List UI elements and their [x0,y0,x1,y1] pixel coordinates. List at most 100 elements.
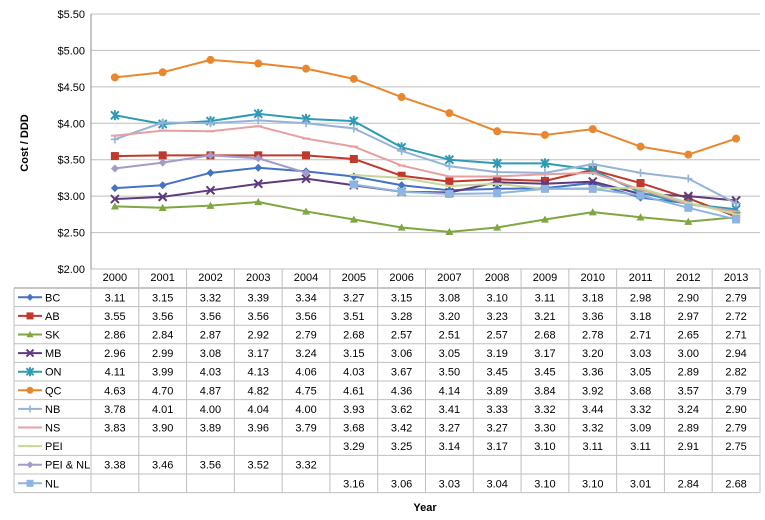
y-tick-label: $5.00 [57,45,85,57]
data-point [254,163,263,172]
data-point [349,74,358,83]
table-cell-value: 4.03 [343,367,364,379]
table-cell-value: 3.90 [152,423,173,435]
data-point [540,176,549,185]
data-point [301,173,311,184]
table-cell-value: 2.75 [725,441,746,453]
table-cell-value: 3.56 [248,311,269,323]
table-cell-value: 3.92 [582,385,603,397]
table-cell-value: 2.99 [152,348,173,360]
legend-label: PEI & NL [45,460,90,472]
table-cell-value: 3.08 [200,348,221,360]
table-row: BC 3.11 3.15 3.32 3.39 3.34 3.27 3.15 3.08 3.10 3.… [18,292,747,304]
table-cell-value: 2.90 [678,292,699,304]
table-cell-value: 3.38 [104,460,125,472]
table-cell-value: 3.56 [295,311,316,323]
table-cell-value: 3.78 [104,404,125,416]
table-cell-value: 3.32 [534,404,555,416]
x-tick-label: 2007 [437,272,461,284]
table-cell-value: 4.13 [248,367,269,379]
y-tick-label: $5.50 [57,9,85,21]
table-cell-value: 3.83 [104,423,125,435]
table-cell-value: 3.14 [439,441,460,453]
table-cell-value: 4.36 [391,385,412,397]
data-point [206,151,215,160]
table-cell-value: 3.50 [439,367,460,379]
table-cell-value: 3.45 [534,367,555,379]
legend-label: MB [45,348,62,360]
table-row: NB 3.78 4.01 4.00 4.04 4.00 3.93 3.62 3.41 3.33 3.… [18,404,747,416]
table-cell-value: 2.71 [725,330,746,342]
data-point [302,168,311,177]
data-point [493,189,502,198]
table-cell-value: 2.84 [678,478,699,490]
table-cell-value: 2.98 [630,292,651,304]
data-point [158,68,167,77]
data-point [540,130,549,139]
table-cell-value: 3.20 [582,348,603,360]
data-point [254,154,263,163]
data-point [25,367,35,377]
data-point [732,134,741,143]
data-point [157,192,168,202]
table-cell-value: 3.15 [343,348,364,360]
table-cell-value: 3.44 [582,404,603,416]
table-cell-value: 4.04 [248,404,269,416]
table-cell-value: 3.08 [439,292,460,304]
table-cell-value: 3.67 [391,367,412,379]
table-cell-value: 4.61 [343,385,364,397]
series-line [114,58,737,156]
data-point [684,203,693,212]
data-point [110,73,119,82]
data-point [540,158,550,169]
series-qc [110,55,741,159]
table-cell-value: 2.94 [725,348,746,360]
table-cell-value: 3.93 [343,404,364,416]
data-point [158,118,167,127]
data-point [26,461,34,469]
x-tick-label: 2011 [629,272,653,284]
legend-label: QC [45,385,62,397]
table-cell-value: 4.87 [200,385,221,397]
data-point [110,194,120,204]
data-point [158,203,167,211]
data-point [397,223,406,231]
table-cell-value: 3.03 [439,478,460,490]
table-cell-value: 4.00 [295,404,316,416]
table-row: ON 4.11 3.99 4.03 4.13 4.06 4.03 3.67 3.50 3.45 3.… [18,367,747,379]
data-point [302,207,311,215]
table-row: PEI & NL 3.38 3.46 3.56 3.52 3.32 [18,460,317,472]
x-tick-label: 2010 [581,272,605,284]
table-cell-value: 3.24 [295,348,316,360]
table-cell-value: 2.57 [391,330,412,342]
data-point [110,164,119,173]
table-row: PEI 3.29 3.25 3.14 3.17 3.10 3.11 3.11 2.91 2.75 [18,441,747,453]
table-cell-value: 3.17 [248,348,269,360]
data-point [493,175,502,184]
table-cell-value: 3.17 [534,348,555,360]
table-cell-value: 3.99 [152,367,173,379]
data-point [588,125,597,134]
table-cell-value: 3.15 [152,292,173,304]
table-cell-value: 3.32 [582,423,603,435]
table-cell-value: 2.97 [678,311,699,323]
table-cell-value: 4.75 [295,385,316,397]
data-point [684,174,693,183]
table-cell-value: 3.45 [486,367,507,379]
data-point [349,124,358,133]
data-point [302,119,311,128]
table-cell-value: 3.32 [630,404,651,416]
table-cell-value: 4.06 [295,367,316,379]
table-cell-value: 2.78 [582,330,603,342]
table-cell-value: 3.25 [391,441,412,453]
table-cell-value: 2.68 [725,478,746,490]
table-cell-value: 3.51 [343,311,364,323]
y-tick-label: $3.50 [57,155,85,167]
x-tick-label: 2002 [198,272,222,284]
table-cell-value: 3.56 [152,311,173,323]
table-cell-value: 2.84 [152,330,173,342]
table-row: NL 3.16 3.06 3.03 3.04 3.10 3.10 3.01 2.84 2.68 [18,478,747,490]
x-axis-label: Year [413,502,437,514]
table-row: QC 4.63 4.70 4.87 4.82 4.75 4.61 4.36 4.14 3.89 3.… [18,385,747,397]
